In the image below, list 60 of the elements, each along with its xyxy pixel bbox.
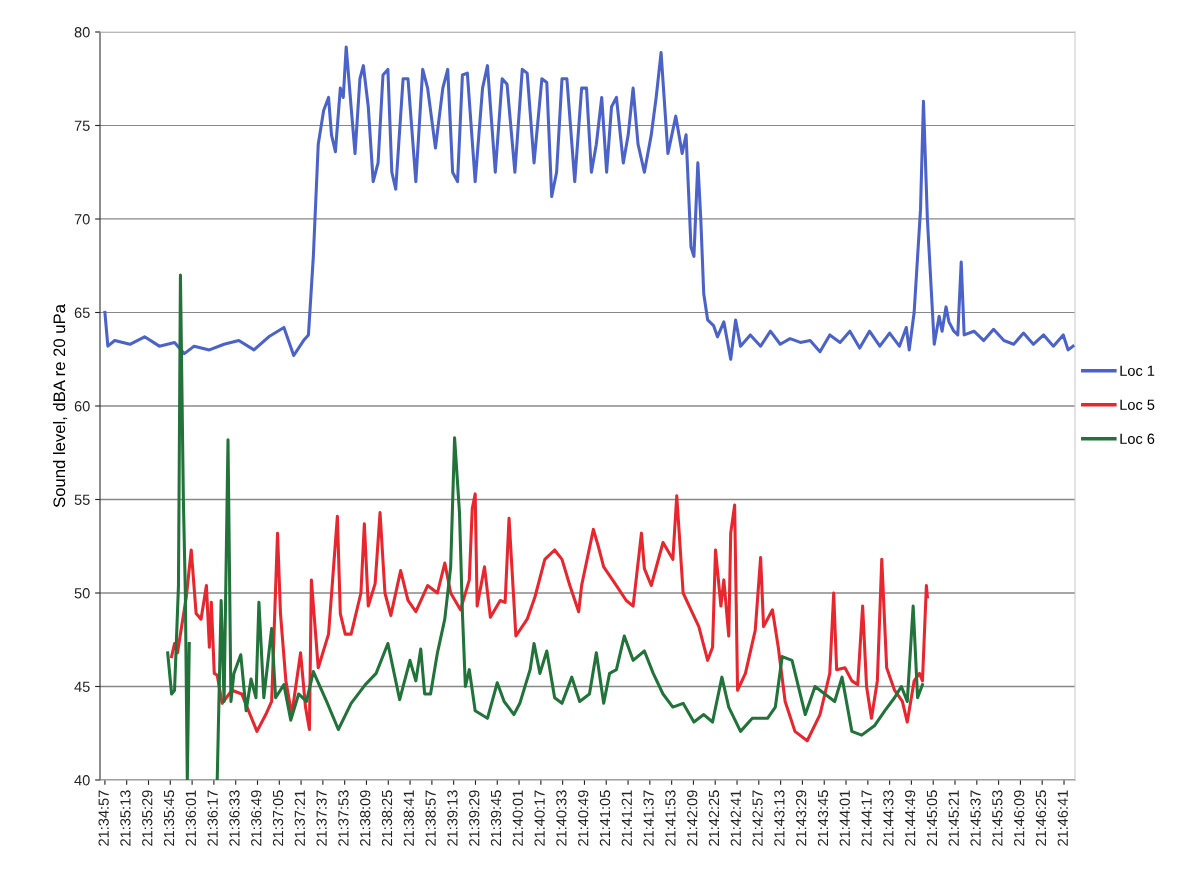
- x-tick-label: 21:34:57: [98, 790, 109, 846]
- x-tick-label: 21:40:49: [578, 790, 589, 846]
- y-tick-label: 55: [74, 494, 90, 505]
- y-tick-label: 70: [74, 214, 90, 225]
- x-tick-label: 21:36:49: [251, 790, 262, 846]
- x-tick-label: 21:38:09: [360, 790, 371, 846]
- x-tick-label: 21:41:05: [599, 790, 611, 846]
- y-tick-label: 80: [74, 27, 90, 38]
- y-tick-label: 45: [74, 681, 90, 692]
- x-tick-label: 21:35:45: [163, 790, 175, 846]
- x-tick-label: 21:46:41: [1057, 790, 1068, 846]
- x-tick-label: 21:44:17: [861, 790, 872, 846]
- x-tick-label: 21:41:53: [665, 790, 676, 846]
- y-tick-label: 65: [74, 307, 90, 318]
- x-tick-label: 21:41:21: [621, 790, 632, 846]
- x-tick-label: 21:39:29: [469, 790, 480, 846]
- x-tick-label: 21:35:13: [120, 790, 131, 846]
- x-tick-label: 21:38:41: [403, 790, 414, 846]
- x-tick-label: 21:45:05: [926, 790, 938, 846]
- x-tick-label: 21:39:13: [447, 790, 458, 846]
- x-tick-label: 21:42:25: [708, 790, 720, 846]
- x-tick-label: 21:41:37: [643, 790, 654, 846]
- x-tick-label: 21:40:17: [534, 790, 545, 846]
- line-series: [103, 45, 1075, 361]
- x-tick-label: 21:37:21: [294, 790, 305, 846]
- x-tick-label: 21:45:53: [992, 790, 1003, 846]
- x-tick-label: 21:42:57: [752, 790, 763, 846]
- x-tick-label: 21:36:01: [185, 790, 197, 846]
- x-tick-label: 21:40:01: [512, 790, 523, 846]
- x-tick-label: 21:44:49: [904, 790, 916, 846]
- x-tick-label: 21:45:37: [970, 790, 981, 846]
- line-series: [170, 492, 929, 743]
- x-tick-label: 21:43:45: [817, 790, 829, 846]
- x-tick-label: 21:38:57: [425, 790, 436, 846]
- x-tick-label: 21:37:37: [316, 790, 327, 846]
- x-tick-label: 21:46:25: [1035, 790, 1047, 846]
- legend-label: Loc 6: [1120, 433, 1155, 444]
- x-tick-label: 21:43:29: [796, 790, 807, 846]
- x-tick-label: 21:36:17: [207, 790, 218, 846]
- x-tick-label: 21:44:33: [883, 790, 894, 846]
- legend-label: Loc 1: [1120, 365, 1155, 376]
- x-tick-label: 21:37:53: [338, 790, 349, 846]
- x-tick-label: 21:39:45: [490, 790, 502, 846]
- x-tick-label: 21:42:09: [687, 790, 698, 846]
- y-tick-label: 40: [74, 775, 90, 786]
- x-tick-label: 21:38:25: [381, 790, 393, 846]
- x-tick-label: 21:37:05: [272, 790, 284, 846]
- x-tick-label: 21:35:29: [142, 790, 153, 846]
- x-tick-label: 21:42:41: [730, 790, 741, 846]
- x-tick-label: 21:45:21: [948, 790, 959, 846]
- y-axis-title: Sound level, dBA re 20 uPa: [52, 304, 68, 508]
- x-tick-label: 21:43:13: [774, 790, 785, 846]
- y-tick-label: 75: [74, 120, 90, 131]
- y-tick-label: 50: [74, 588, 90, 599]
- x-tick-label: 21:44:01: [839, 790, 850, 846]
- x-tick-label: 21:46:09: [1014, 790, 1025, 846]
- x-tick-label: 21:40:33: [556, 790, 567, 846]
- x-tick-label: 21:36:33: [229, 790, 240, 846]
- y-tick-label: 60: [74, 401, 90, 412]
- legend-label: Loc 5: [1120, 399, 1155, 410]
